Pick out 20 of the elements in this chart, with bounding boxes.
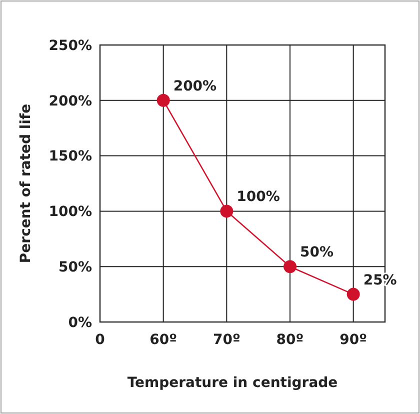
point [156, 94, 170, 107]
x-tick-label: 80º [276, 332, 304, 348]
data-label: 200% [173, 78, 217, 94]
point [220, 204, 234, 218]
x-axis-title: Temperature in centigrade [127, 375, 338, 391]
x-tick-label: 60º [150, 332, 178, 348]
x-tick-label: 70º [212, 332, 240, 348]
y-tick-label: 100% [48, 204, 92, 220]
y-tick-label: 50% [58, 260, 92, 276]
y-tick-label: 250% [48, 38, 92, 54]
point [346, 288, 360, 301]
point [284, 260, 296, 274]
y-axis-title: Percent of rated life [18, 104, 34, 264]
y-tick-label: 200% [48, 93, 92, 110]
x-tick-label: 90º [340, 332, 368, 348]
y-tick-label: 0% [68, 314, 92, 331]
data-label: 100% [236, 189, 280, 206]
x-tick-label: 0 [95, 332, 106, 348]
y-tick-label: 150% [48, 148, 92, 165]
data-label: 50% [300, 244, 334, 261]
